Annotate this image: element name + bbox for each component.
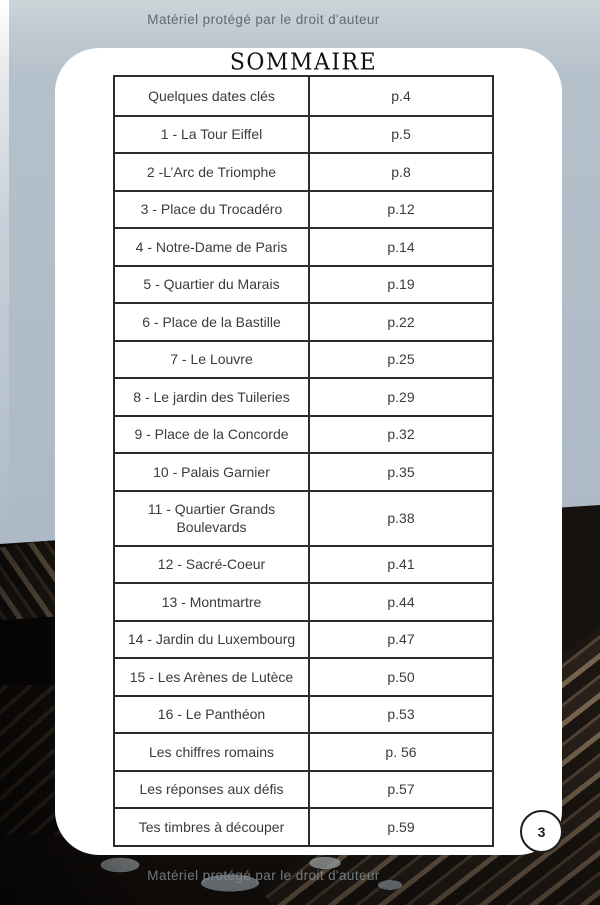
toc-row: 1 - La Tour Eiffel p.5 xyxy=(115,114,492,152)
toc-row: 2 -L’Arc de Triomphe p.8 xyxy=(115,152,492,190)
content-card: SOMMAIRE Quelques dates clés p.4 1 - La … xyxy=(55,48,562,855)
toc-entry-label: 3 - Place du Trocadéro xyxy=(115,191,310,227)
toc-row: 13 - Montmartre p.44 xyxy=(115,582,492,620)
toc-entry-page: p.19 xyxy=(387,276,415,293)
toc-entry-label: 9 - Place de la Concorde xyxy=(115,416,310,452)
toc-entry-label: Tes timbres à découper xyxy=(115,809,310,845)
toc-row: 15 - Les Arènes de Lutèce p.50 xyxy=(115,657,492,695)
toc-row: 6 - Place de la Bastille p.22 xyxy=(115,302,492,340)
toc-entry-label: Les chiffres romains xyxy=(115,734,310,770)
toc-entry-page: p.29 xyxy=(387,388,415,405)
toc-entry-page: p.47 xyxy=(387,631,415,648)
toc-entry-page: p.38 xyxy=(387,509,415,526)
toc-row: 12 - Sacré-Coeur p.41 xyxy=(115,544,492,582)
toc-entry-page: p.32 xyxy=(387,426,415,443)
toc-entry-page: p.57 xyxy=(387,781,415,798)
toc-entry-label: 15 - Les Arènes de Lutèce xyxy=(115,659,310,695)
toc-entry-page: p. 56 xyxy=(385,743,417,760)
toc-entry-label: 7 - Le Louvre xyxy=(115,341,310,377)
toc-entry-label: 6 - Place de la Bastille xyxy=(115,304,310,340)
toc-entry-label: 2 -L’Arc de Triomphe xyxy=(115,154,310,190)
toc-entry-page: p.4 xyxy=(391,87,411,104)
page-number-badge: 3 xyxy=(520,810,563,853)
toc-entry-label: 10 - Palais Garnier xyxy=(115,454,310,490)
toc-entry-label: Quelques dates clés xyxy=(115,77,310,115)
toc-row: 11 - Quartier Grands Boulevards p.38 xyxy=(115,489,492,545)
toc-row: 9 - Place de la Concorde p.32 xyxy=(115,414,492,452)
toc-entry-label: 8 - Le jardin des Tuileries xyxy=(115,379,310,415)
toc-row: 7 - Le Louvre p.25 xyxy=(115,339,492,377)
toc-row: Les réponses aux défis p.57 xyxy=(115,769,492,807)
toc-entry-label: 12 - Sacré-Coeur xyxy=(115,546,310,582)
toc-entry-page: p.59 xyxy=(387,818,415,835)
toc-title: SOMMAIRE xyxy=(229,49,378,76)
toc-row: 8 - Le jardin des Tuileries p.29 xyxy=(115,377,492,415)
toc-entry-page: p.35 xyxy=(387,463,415,480)
toc-row: 10 - Palais Garnier p.35 xyxy=(115,452,492,490)
toc-row: 14 - Jardin du Luxembourg p.47 xyxy=(115,619,492,657)
page-edge-highlight xyxy=(0,0,9,560)
toc-table: Quelques dates clés p.4 1 - La Tour Eiff… xyxy=(113,75,494,847)
toc-entry-page: p.25 xyxy=(387,351,415,368)
toc-entry-page: p.53 xyxy=(387,706,415,723)
toc-row: 16 - Le Panthéon p.53 xyxy=(115,694,492,732)
toc-entry-page: p.5 xyxy=(391,126,411,143)
toc-entry-label: Les réponses aux défis xyxy=(115,771,310,807)
toc-row: Les chiffres romains p. 56 xyxy=(115,732,492,770)
toc-entry-page: p.44 xyxy=(387,593,415,610)
toc-row: 4 - Notre-Dame de Paris p.14 xyxy=(115,227,492,265)
toc-entry-page: p.14 xyxy=(387,238,415,255)
toc-row: Tes timbres à découper p.59 xyxy=(115,807,492,845)
toc-row: 5 - Quartier du Marais p.19 xyxy=(115,264,492,302)
toc-entry-page: p.12 xyxy=(387,201,415,218)
toc-entry-label: 13 - Montmartre xyxy=(115,584,310,620)
toc-entry-page: p.22 xyxy=(387,313,415,330)
toc-entry-label: 11 - Quartier Grands Boulevards xyxy=(115,491,310,545)
copyright-notice-bottom: Matériel protégé par le droit d'auteur xyxy=(147,868,380,883)
toc-entry-label: 4 - Notre-Dame de Paris xyxy=(115,229,310,265)
toc-entry-page: p.41 xyxy=(387,556,415,573)
toc-row: Quelques dates clés p.4 xyxy=(115,77,492,115)
toc-entry-label: 16 - Le Panthéon xyxy=(115,696,310,732)
toc-entry-label: 14 - Jardin du Luxembourg xyxy=(115,621,310,657)
copyright-notice-top: Matériel protégé par le droit d'auteur xyxy=(147,12,380,27)
toc-entry-page: p.8 xyxy=(391,163,411,180)
toc-entry-page: p.50 xyxy=(387,668,415,685)
toc-entry-label: 5 - Quartier du Marais xyxy=(115,266,310,302)
toc-row: 3 - Place du Trocadéro p.12 xyxy=(115,189,492,227)
toc-entry-label: 1 - La Tour Eiffel xyxy=(115,116,310,152)
